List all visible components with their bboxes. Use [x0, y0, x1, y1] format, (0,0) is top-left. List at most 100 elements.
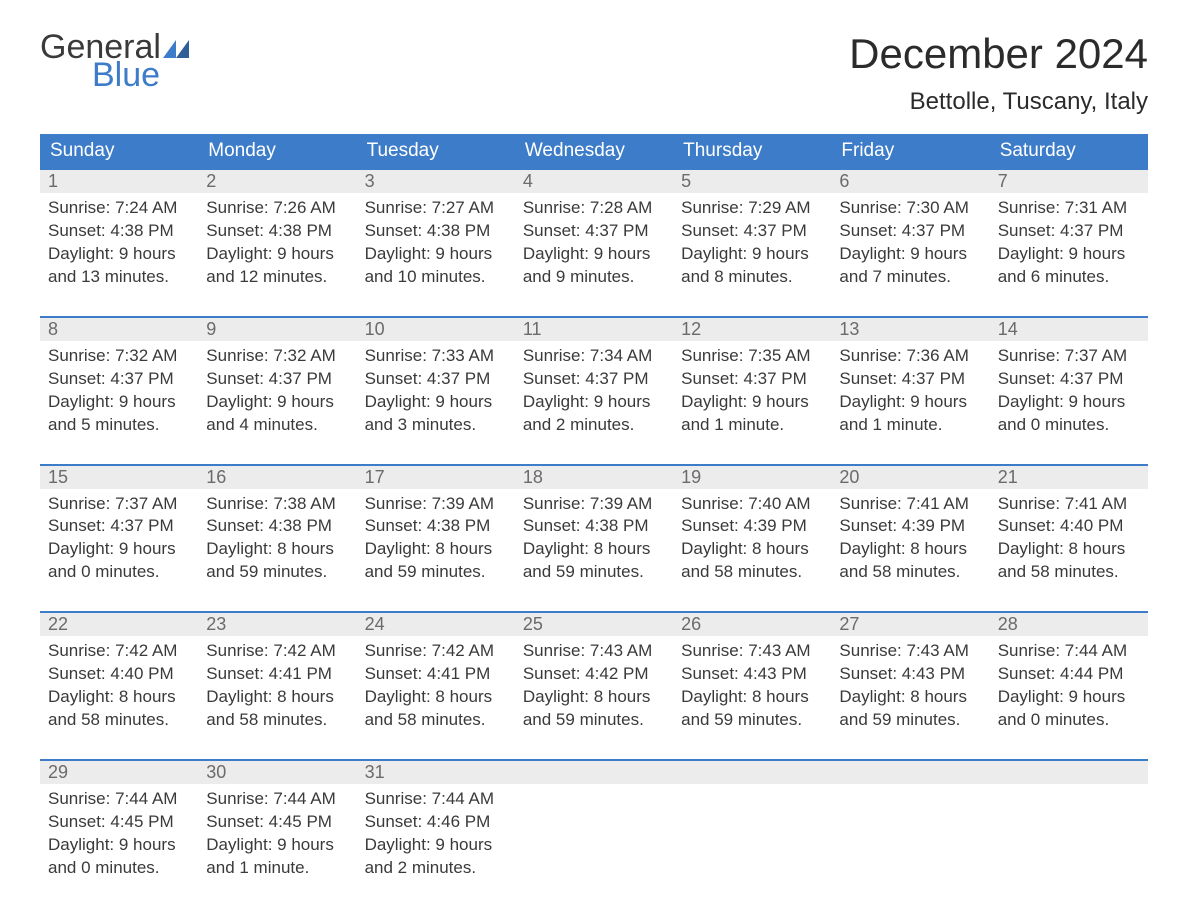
sunset-text: Sunset: 4:38 PM [523, 515, 665, 538]
daylight-line-1: Daylight: 8 hours [681, 686, 823, 709]
day-detail-cell: Sunrise: 7:41 AMSunset: 4:39 PMDaylight:… [831, 489, 989, 591]
sunset-text: Sunset: 4:39 PM [681, 515, 823, 538]
sunrise-text: Sunrise: 7:44 AM [206, 788, 348, 811]
empty-day-number-cell [990, 760, 1148, 784]
daylight-line-2: and 58 minutes. [48, 709, 190, 732]
sunset-text: Sunset: 4:45 PM [206, 811, 348, 834]
daylight-line-1: Daylight: 9 hours [48, 391, 190, 414]
day-number-cell: 9 [198, 317, 356, 341]
day-detail-row: Sunrise: 7:37 AMSunset: 4:37 PMDaylight:… [40, 489, 1148, 591]
sunset-text: Sunset: 4:37 PM [206, 368, 348, 391]
week-spacer [40, 590, 1148, 612]
daylight-line-2: and 58 minutes. [681, 561, 823, 584]
daylight-line-2: and 1 minute. [206, 857, 348, 880]
sunset-text: Sunset: 4:37 PM [998, 368, 1140, 391]
sunset-text: Sunset: 4:37 PM [681, 220, 823, 243]
daylight-line-2: and 58 minutes. [839, 561, 981, 584]
sunrise-text: Sunrise: 7:36 AM [839, 345, 981, 368]
empty-day-detail-cell [515, 784, 673, 886]
daylight-line-2: and 1 minute. [839, 414, 981, 437]
day-number-cell: 10 [357, 317, 515, 341]
sunset-text: Sunset: 4:37 PM [523, 220, 665, 243]
daylight-line-1: Daylight: 9 hours [998, 243, 1140, 266]
daylight-line-2: and 58 minutes. [998, 561, 1140, 584]
day-detail-cell: Sunrise: 7:40 AMSunset: 4:39 PMDaylight:… [673, 489, 831, 591]
week-spacer [40, 738, 1148, 760]
day-detail-cell: Sunrise: 7:27 AMSunset: 4:38 PMDaylight:… [357, 193, 515, 295]
sunrise-text: Sunrise: 7:43 AM [839, 640, 981, 663]
daylight-line-2: and 10 minutes. [365, 266, 507, 289]
daylight-line-1: Daylight: 9 hours [998, 686, 1140, 709]
day-number-cell: 26 [673, 612, 831, 636]
daylight-line-1: Daylight: 9 hours [998, 391, 1140, 414]
day-of-week-header: Thursday [673, 134, 831, 169]
day-number-cell: 3 [357, 169, 515, 193]
day-detail-cell: Sunrise: 7:28 AMSunset: 4:37 PMDaylight:… [515, 193, 673, 295]
sunrise-text: Sunrise: 7:26 AM [206, 197, 348, 220]
sunset-text: Sunset: 4:37 PM [839, 368, 981, 391]
day-number-cell: 2 [198, 169, 356, 193]
daylight-line-1: Daylight: 9 hours [839, 243, 981, 266]
daylight-line-1: Daylight: 8 hours [48, 686, 190, 709]
daylight-line-1: Daylight: 8 hours [523, 686, 665, 709]
day-number-cell: 15 [40, 465, 198, 489]
header: General Blue December 2024 Bettolle, Tus… [40, 30, 1148, 116]
day-detail-cell: Sunrise: 7:30 AMSunset: 4:37 PMDaylight:… [831, 193, 989, 295]
day-of-week-header: Sunday [40, 134, 198, 169]
day-of-week-header: Tuesday [357, 134, 515, 169]
day-number-cell: 27 [831, 612, 989, 636]
month-title: December 2024 [849, 30, 1148, 78]
sunrise-text: Sunrise: 7:44 AM [998, 640, 1140, 663]
brand-flag-icon [163, 40, 189, 58]
sunset-text: Sunset: 4:43 PM [839, 663, 981, 686]
day-number-cell: 8 [40, 317, 198, 341]
brand-logo: General Blue [40, 30, 189, 92]
daylight-line-2: and 9 minutes. [523, 266, 665, 289]
daylight-line-2: and 3 minutes. [365, 414, 507, 437]
sunrise-text: Sunrise: 7:38 AM [206, 493, 348, 516]
day-detail-cell: Sunrise: 7:39 AMSunset: 4:38 PMDaylight:… [357, 489, 515, 591]
sunset-text: Sunset: 4:37 PM [365, 368, 507, 391]
sunrise-text: Sunrise: 7:44 AM [48, 788, 190, 811]
sunrise-text: Sunrise: 7:44 AM [365, 788, 507, 811]
sunrise-text: Sunrise: 7:35 AM [681, 345, 823, 368]
daylight-line-2: and 7 minutes. [839, 266, 981, 289]
day-number-cell: 16 [198, 465, 356, 489]
day-number-cell: 30 [198, 760, 356, 784]
sunset-text: Sunset: 4:37 PM [681, 368, 823, 391]
day-detail-row: Sunrise: 7:42 AMSunset: 4:40 PMDaylight:… [40, 636, 1148, 738]
daylight-line-2: and 59 minutes. [206, 561, 348, 584]
daylight-line-2: and 5 minutes. [48, 414, 190, 437]
day-number-cell: 17 [357, 465, 515, 489]
daylight-line-1: Daylight: 8 hours [206, 538, 348, 561]
sunset-text: Sunset: 4:41 PM [206, 663, 348, 686]
day-detail-cell: Sunrise: 7:26 AMSunset: 4:38 PMDaylight:… [198, 193, 356, 295]
sunset-text: Sunset: 4:42 PM [523, 663, 665, 686]
sunrise-text: Sunrise: 7:41 AM [998, 493, 1140, 516]
day-number-cell: 14 [990, 317, 1148, 341]
sunset-text: Sunset: 4:37 PM [998, 220, 1140, 243]
day-number-cell: 18 [515, 465, 673, 489]
daylight-line-1: Daylight: 9 hours [48, 538, 190, 561]
daylight-line-1: Daylight: 8 hours [523, 538, 665, 561]
day-detail-cell: Sunrise: 7:38 AMSunset: 4:38 PMDaylight:… [198, 489, 356, 591]
day-detail-cell: Sunrise: 7:37 AMSunset: 4:37 PMDaylight:… [990, 341, 1148, 443]
daylight-line-2: and 0 minutes. [48, 561, 190, 584]
sunrise-text: Sunrise: 7:37 AM [48, 493, 190, 516]
day-detail-cell: Sunrise: 7:42 AMSunset: 4:41 PMDaylight:… [198, 636, 356, 738]
day-detail-cell: Sunrise: 7:44 AMSunset: 4:46 PMDaylight:… [357, 784, 515, 886]
sunrise-text: Sunrise: 7:41 AM [839, 493, 981, 516]
calendar-table: SundayMondayTuesdayWednesdayThursdayFrid… [40, 134, 1148, 886]
day-detail-cell: Sunrise: 7:29 AMSunset: 4:37 PMDaylight:… [673, 193, 831, 295]
empty-day-number-cell [831, 760, 989, 784]
day-detail-cell: Sunrise: 7:43 AMSunset: 4:43 PMDaylight:… [831, 636, 989, 738]
day-detail-cell: Sunrise: 7:34 AMSunset: 4:37 PMDaylight:… [515, 341, 673, 443]
sunrise-text: Sunrise: 7:34 AM [523, 345, 665, 368]
day-number-cell: 13 [831, 317, 989, 341]
day-detail-cell: Sunrise: 7:44 AMSunset: 4:45 PMDaylight:… [198, 784, 356, 886]
sunrise-text: Sunrise: 7:31 AM [998, 197, 1140, 220]
sunrise-text: Sunrise: 7:28 AM [523, 197, 665, 220]
daylight-line-2: and 4 minutes. [206, 414, 348, 437]
daylight-line-1: Daylight: 9 hours [365, 834, 507, 857]
day-number-cell: 7 [990, 169, 1148, 193]
